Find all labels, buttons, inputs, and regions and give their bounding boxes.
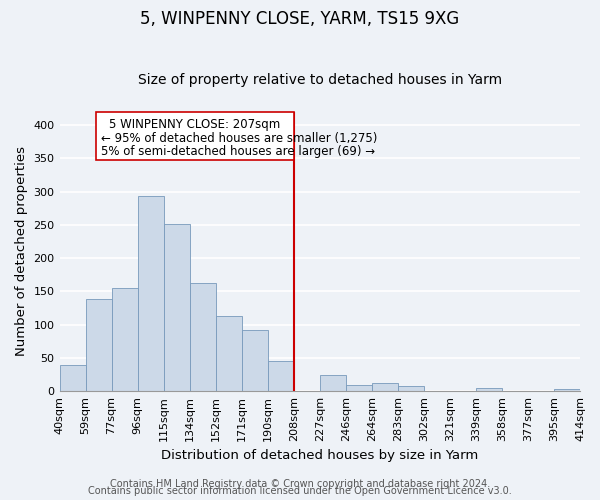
Text: ← 95% of detached houses are smaller (1,275): ← 95% of detached houses are smaller (1,… xyxy=(101,132,377,144)
X-axis label: Distribution of detached houses by size in Yarm: Distribution of detached houses by size … xyxy=(161,450,478,462)
Bar xyxy=(398,386,424,391)
Text: Contains HM Land Registry data © Crown copyright and database right 2024.: Contains HM Land Registry data © Crown c… xyxy=(110,479,490,489)
Title: Size of property relative to detached houses in Yarm: Size of property relative to detached ho… xyxy=(138,73,502,87)
Bar xyxy=(215,316,242,391)
Y-axis label: Number of detached properties: Number of detached properties xyxy=(15,146,28,356)
Text: Contains public sector information licensed under the Open Government Licence v3: Contains public sector information licen… xyxy=(88,486,512,496)
Bar xyxy=(164,224,190,391)
Bar xyxy=(476,388,502,391)
Bar xyxy=(96,112,294,160)
Bar xyxy=(86,298,112,391)
Text: 5 WINPENNY CLOSE: 207sqm: 5 WINPENNY CLOSE: 207sqm xyxy=(109,118,280,132)
Text: 5% of semi-detached houses are larger (69) →: 5% of semi-detached houses are larger (6… xyxy=(101,145,376,158)
Bar xyxy=(242,330,268,391)
Bar xyxy=(346,384,372,391)
Bar xyxy=(112,288,137,391)
Text: 5, WINPENNY CLOSE, YARM, TS15 9XG: 5, WINPENNY CLOSE, YARM, TS15 9XG xyxy=(140,10,460,28)
Bar xyxy=(190,284,215,391)
Bar xyxy=(268,360,294,391)
Bar xyxy=(137,196,164,391)
Bar xyxy=(59,364,86,391)
Bar xyxy=(320,374,346,391)
Bar xyxy=(372,382,398,391)
Bar xyxy=(554,389,580,391)
